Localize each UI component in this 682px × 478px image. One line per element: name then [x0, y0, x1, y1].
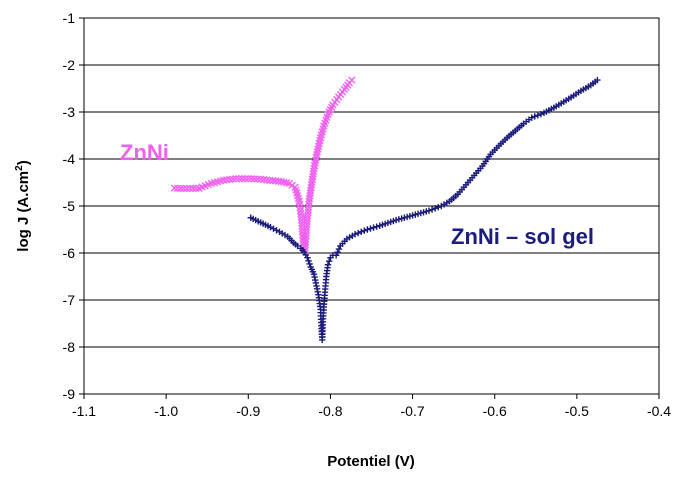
- data-point: [358, 228, 365, 236]
- data-point: [425, 207, 433, 214]
- x-tick-label: -0.6: [483, 403, 507, 419]
- data-point: [324, 261, 332, 268]
- y-tick-label: -6: [63, 245, 76, 261]
- data-point: [304, 254, 311, 261]
- data-point: [594, 76, 601, 84]
- y-tick-label: -2: [63, 57, 76, 73]
- data-point: [367, 225, 374, 232]
- x-tick-label: -0.8: [318, 403, 342, 419]
- data-point: [274, 177, 283, 185]
- series-znni: [170, 76, 356, 255]
- series-label-znni: ZnNi: [120, 140, 169, 165]
- data-point: [235, 175, 243, 183]
- x-tick-label: -0.9: [236, 403, 260, 419]
- data-point: [294, 242, 301, 250]
- data-point: [301, 238, 310, 246]
- data-point: [361, 227, 368, 234]
- series-layer: [170, 76, 601, 344]
- y-tick-label: -1: [63, 10, 76, 26]
- data-point: [531, 113, 538, 120]
- y-axis-label-close: ): [15, 160, 32, 165]
- data-point: [241, 175, 249, 183]
- data-point: [247, 175, 256, 183]
- data-point: [297, 216, 306, 224]
- data-point: [176, 184, 185, 193]
- y-tick-label: -5: [63, 198, 76, 214]
- data-point: [182, 184, 191, 193]
- data-point: [186, 184, 194, 193]
- data-point: [302, 232, 310, 240]
- data-point: [325, 258, 333, 265]
- data-point: [305, 257, 312, 265]
- data-point: [431, 205, 439, 212]
- y-tick-label: -9: [63, 386, 76, 402]
- x-tick-label: -0.5: [565, 403, 589, 419]
- data-point: [189, 184, 197, 193]
- y-tick-label: -8: [63, 339, 76, 355]
- data-point: [351, 231, 359, 238]
- data-point: [309, 167, 318, 175]
- data-point: [373, 223, 380, 230]
- data-point: [537, 110, 545, 118]
- data-point: [302, 229, 310, 237]
- data-point: [306, 260, 313, 268]
- series-label-znni-sol-gel: ZnNi – sol gel: [451, 224, 594, 249]
- y-tick-label: -4: [63, 151, 76, 167]
- data-point: [354, 229, 362, 237]
- x-axis-label: Potentiel (V): [327, 453, 415, 470]
- data-point: [253, 175, 262, 183]
- data-point: [335, 245, 343, 253]
- data-point: [232, 175, 240, 183]
- data-point: [302, 226, 311, 234]
- data-point: [238, 175, 246, 183]
- data-point: [192, 184, 200, 192]
- x-tick-label: -0.7: [401, 403, 425, 419]
- x-tick-labels: -1.1 -1.0 -0.9 -0.8 -0.7 -0.6 -0.5 -0.4: [72, 394, 671, 419]
- data-point: [332, 252, 340, 259]
- data-point: [302, 235, 310, 243]
- data-point: [435, 203, 442, 211]
- x-tick-label: -1.1: [72, 403, 96, 419]
- data-point: [334, 249, 341, 256]
- data-point: [534, 112, 542, 119]
- data-point: [364, 226, 371, 233]
- x-tick-label: -1.0: [154, 403, 178, 419]
- y-tick-label: -3: [63, 104, 76, 120]
- data-point: [170, 184, 179, 192]
- data-point: [301, 241, 310, 249]
- gridlines: [84, 64, 659, 348]
- data-point: [528, 114, 535, 121]
- data-point: [348, 76, 356, 84]
- data-point: [428, 206, 436, 213]
- y-tick-label: -7: [63, 292, 76, 308]
- series-znni-sol-gel: [247, 76, 601, 344]
- y-tick-labels: -9 -8 -7 -6 -5 -4 -3 -2 -1: [63, 10, 84, 402]
- y-axis-label-superscript: 2: [14, 165, 25, 171]
- y-axis-label: log J (A.cm2): [14, 160, 32, 251]
- data-point: [244, 175, 252, 183]
- data-point: [250, 175, 259, 183]
- data-point: [179, 184, 188, 193]
- data-point: [370, 224, 377, 231]
- data-point: [173, 184, 182, 192]
- y-axis-label-main: log J (A.cm: [15, 171, 32, 252]
- x-tick-label: -0.4: [647, 403, 671, 419]
